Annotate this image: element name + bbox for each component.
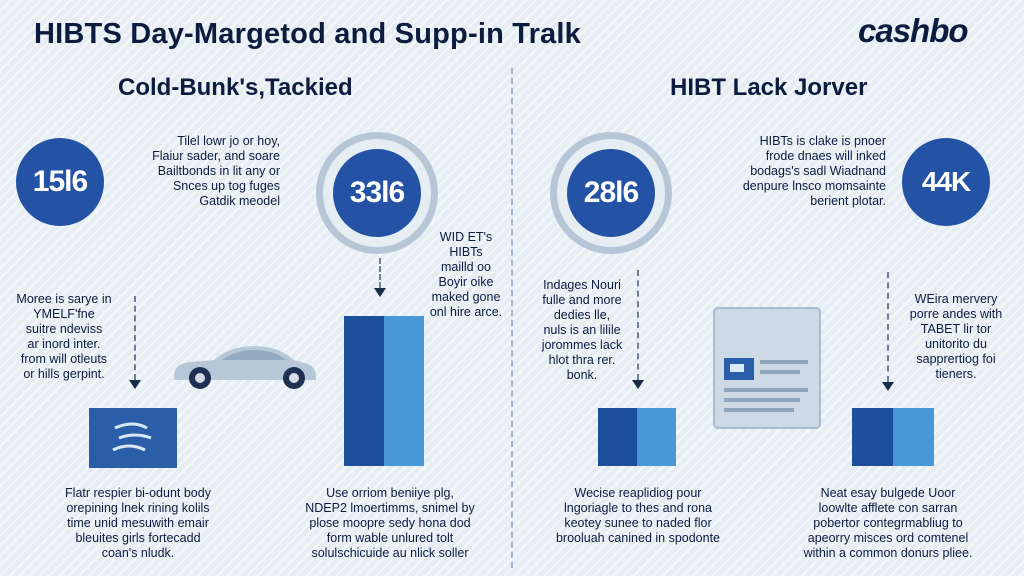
left-bar-chart <box>344 316 424 466</box>
right-bar-2-light <box>893 408 934 466</box>
right-stat-circle-2: 44K <box>902 138 990 226</box>
left-text-bottom-1: Flatr respier bi-odunt body orepining lne… <box>65 486 211 560</box>
left-text-bottom-2: Use orriom beniiye plg, NDEP2 lmoertimms,… <box>305 486 475 560</box>
right-text-bottom-2: Neat esay bulgede Uoor loowlte afflete co… <box>803 486 973 560</box>
car-icon <box>174 346 316 389</box>
left-stat-circle-1: 15l6 <box>16 138 104 226</box>
arrow-down-icon <box>632 270 644 390</box>
right-text-mid: Indages Nouri fulle and more dedies lle, nu… <box>541 278 623 382</box>
arrow-down-icon <box>129 296 141 390</box>
arrow-down-icon <box>882 272 894 392</box>
right-stat-circle-1: 28l6 <box>567 149 655 237</box>
document-icon <box>713 307 821 429</box>
left-subtitle: Cold-Bunk's,Tackied <box>118 74 353 101</box>
left-text-mid: WID ET's HIBTs mailld oo Boyir oike maked go… <box>429 230 503 319</box>
left-bar-dark <box>344 316 384 466</box>
right-bar-chart-1 <box>598 408 676 466</box>
right-bar-1-light <box>637 408 676 466</box>
right-text-bottom-1: Wecise reaplidiog pour lngoriagle to thes… <box>555 486 721 545</box>
right-text-side: WEira mervery porre andes with TABET lir t… <box>909 292 1003 381</box>
left-text-top: Tilel lowr jo or hoy, Flaiur sader, and s… <box>152 134 280 208</box>
left-text-side: Moree is sarye in YMELF'fne suitre ndeviss… <box>16 292 112 381</box>
left-stat-circle-2: 33l6 <box>333 149 421 237</box>
center-divider <box>511 68 513 568</box>
right-subtitle: HIBT Lack Jorver <box>670 74 868 101</box>
right-bar-2-dark <box>852 408 893 466</box>
arrow-down-icon <box>374 258 386 298</box>
wind-icon <box>89 408 177 468</box>
left-bar-light <box>384 316 424 466</box>
brand-logo: cashbo <box>858 12 969 49</box>
page-title: HIBTS Day-Margetod and Supp-in Tralk <box>34 18 581 50</box>
right-text-top: HIBTs is clake is pnoer frode dnaes will … <box>742 134 886 208</box>
right-bar-1-dark <box>598 408 637 466</box>
right-bar-chart-2 <box>852 408 934 466</box>
